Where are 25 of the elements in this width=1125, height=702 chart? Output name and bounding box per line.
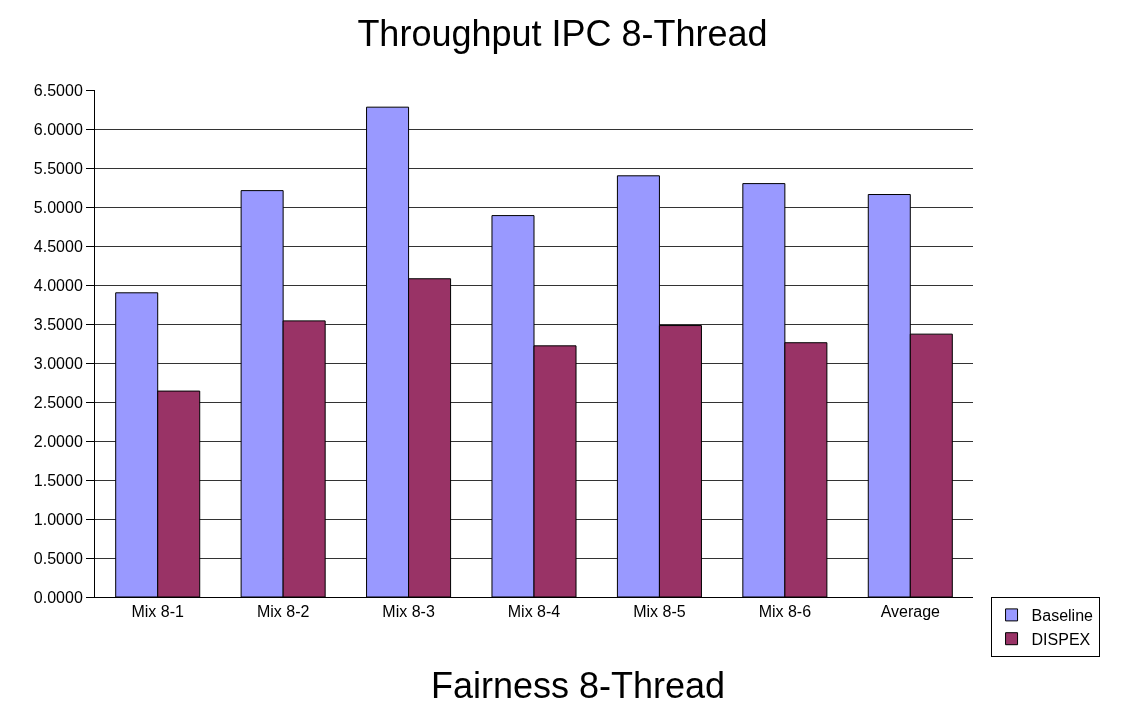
y-tick-label: 5.5000 — [33, 159, 83, 177]
text: Fairness 8-Thread — [431, 665, 726, 702]
y-tick-label: 4.5000 — [33, 237, 83, 255]
y-tick-label: 4.0000 — [33, 276, 83, 294]
x-tick-label: Average — [880, 603, 941, 621]
y-tick-label: 2.5000 — [33, 393, 83, 411]
y-tick-label: 3.0000 — [33, 354, 83, 372]
x-tick-label: Mix 8-5 — [633, 603, 686, 621]
y-tick-label: 5.0000 — [33, 198, 83, 216]
x-tick-label: Mix 8-4 — [507, 603, 561, 621]
legend-label: DISPEX — [1031, 630, 1091, 648]
x-tick-label: Mix 8-1 — [131, 603, 185, 621]
chart-title: Throughput IPC 8-Thread — [357, 13, 768, 55]
y-tick-label: 1.5000 — [33, 471, 83, 489]
y-tick-label: 6.0000 — [33, 120, 83, 138]
legend-label: Baseline — [1031, 607, 1094, 625]
y-tick-label: 1.0000 — [33, 510, 83, 528]
x-tick-label: Mix 8-6 — [758, 603, 812, 621]
y-tick-label: 0.0000 — [33, 588, 83, 606]
x-tick-label: Mix 8-2 — [256, 603, 310, 621]
y-tick-label: 6.5000 — [33, 81, 83, 99]
y-tick-label: 0.5000 — [33, 549, 83, 567]
y-tick-label: 3.5000 — [33, 315, 83, 333]
y-tick-label: 2.0000 — [33, 432, 83, 450]
x-tick-label: Mix 8-3 — [382, 603, 435, 621]
